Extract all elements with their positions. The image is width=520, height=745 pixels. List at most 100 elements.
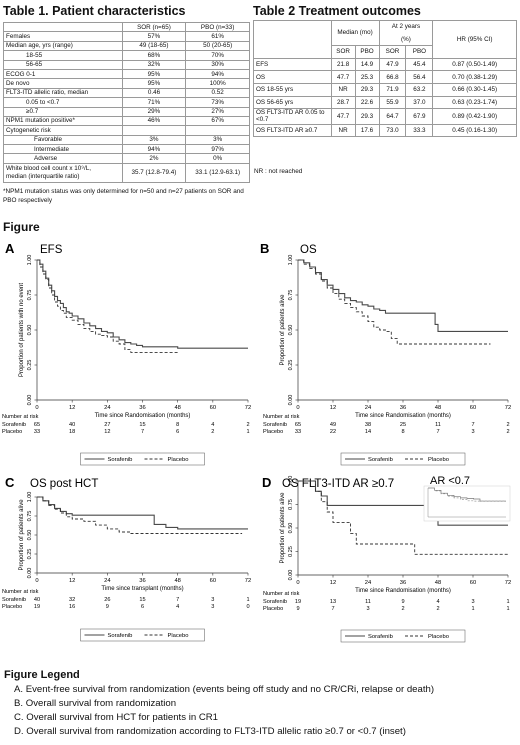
panel-d-risk-sor-value: 11 [365, 599, 371, 605]
panel-d-legend-pbo-label: Placebo [428, 634, 449, 640]
panel-c-risk-header: Number at risk [2, 589, 39, 595]
panel-a-series-placebo-line [37, 259, 178, 353]
panel-a-x-tick-label: 72 [245, 405, 251, 411]
panel-a-title: EFS [40, 244, 63, 256]
panel-d-risk-sor-value: 1 [506, 599, 509, 605]
panel-d-y-tick-label: 0.75 [288, 499, 294, 510]
table1: SOR (n=65) PBO (n=33) Females 57% 61% Media… [3, 21, 250, 184]
panel-d-risk-sor-value: 19 [295, 599, 301, 605]
panel-b-x-tick-label: 72 [505, 405, 511, 411]
panel-a-y-tick-label: 0.75 [27, 290, 33, 301]
panel-d-risk-pbo-value: 3 [366, 606, 369, 612]
panel-b-risk-pbo-label: Placebo [263, 429, 283, 435]
table1-row-wbc: White blood cell count x 10⁹/L, median (… [3, 162, 250, 184]
panel-c-risk-sor-value: 1 [246, 597, 249, 603]
panel-d-risk-pbo-label: Placebo [263, 606, 283, 612]
panel-d-x-axis-label: Time since Randomisation (months) [355, 588, 451, 594]
panel-c-x-tick-label: 24 [104, 578, 111, 584]
panel-b-risk-pbo-value: 2 [506, 429, 509, 435]
table2-header-hr: HR (95% CI) [432, 20, 517, 59]
panel-c-risk-pbo-value: 4 [176, 604, 179, 610]
table1-row-label: Adverse [3, 153, 123, 164]
panel-d-x-tick-label: 48 [435, 580, 441, 586]
panel-d-risk-pbo-value: 7 [331, 606, 334, 612]
panel-b-risk-pbo-value: 33 [295, 429, 301, 435]
panel-d-inset-series-placebo-line [428, 487, 506, 502]
panel-d-risk-pbo-value: 1 [506, 606, 509, 612]
panel-c-risk-pbo-value: 9 [106, 604, 109, 610]
panel-b-y-tick-label: 0.00 [288, 395, 294, 406]
figure-legend-title: Figure Legend [4, 669, 80, 681]
panel-c-risk-pbo-value: 16 [69, 604, 75, 610]
panel-a-x-tick-label: 0 [35, 405, 38, 411]
panel-a-risk-sor-value: 15 [139, 422, 145, 428]
panel-c-risk-sor-value: 15 [139, 597, 145, 603]
panel-a-series-sorafenib-line [37, 259, 248, 349]
panel-b-x-tick-label: 36 [400, 405, 406, 411]
panel-a-risk-sor-label: Sorafenib [2, 422, 26, 428]
panel-a-y-axis-label: Proportion of patients with no event [19, 283, 25, 377]
panel-d-risk-sor-label: Sorafenib [263, 599, 287, 605]
table2-header-2yrs: At 2 years [378, 20, 434, 34]
panel-c-risk-pbo-value: 19 [34, 604, 40, 610]
panel-d-x-tick-label: 60 [470, 580, 476, 586]
panel-a-y-tick-label: 0.00 [27, 395, 33, 406]
panel-a-x-tick-label: 60 [210, 405, 216, 411]
panel-b-legend-box [340, 452, 466, 466]
panel-b-risk-header: Number at risk [263, 414, 300, 420]
figure-title: Figure [3, 220, 40, 234]
panel-d-inset-series-sorafenib-line [428, 487, 506, 502]
panel-c-risk-sor-value: 40 [34, 597, 40, 603]
panel-c-risk-pbo-value: 0 [246, 604, 249, 610]
panel-b-x-tick-label: 48 [435, 405, 441, 411]
table2-2yrs-pbo: 67.9 [405, 108, 434, 125]
table2-hr: 0.45 (0.16-1.30) [432, 123, 517, 138]
panel-b-risk-sor-value: 25 [400, 422, 406, 428]
panel-a-risk-sor-value: 8 [176, 422, 179, 428]
panel-d-inset-frame [423, 485, 511, 522]
table2-hr: 0.63 (0.23-1.74) [432, 95, 517, 110]
table1-footnote: *NPM1 mutation status was only determine… [3, 188, 244, 204]
table2-median-pbo: 17.6 [354, 123, 380, 138]
panel-b-risk-pbo-value: 8 [401, 429, 404, 435]
panel-c-legend-pbo-label: Placebo [168, 633, 189, 639]
panel-a-legend-box [80, 452, 205, 466]
panel-c-series-sorafenib-line [37, 496, 248, 530]
panel-letter-c: C [5, 475, 15, 490]
panel-b-title: OS [300, 244, 317, 256]
table2-2yrs-sor: 73.0 [378, 123, 407, 138]
table2-row: EFS 21.8 14.9 47.9 45.4 0.87 (0.50-1.49) [253, 57, 517, 72]
panel-c-x-tick-label: 36 [139, 578, 145, 584]
panel-a-risk-sor-value: 2 [246, 422, 249, 428]
panel-c-x-tick-label: 12 [69, 578, 75, 584]
panel-d-risk-sor-value: 9 [401, 599, 404, 605]
panel-a-y-tick-label: 0.50 [27, 325, 33, 336]
panel-b-risk-sor-value: 49 [330, 422, 336, 428]
panel-c-y-tick-label: 0.75 [27, 511, 33, 522]
panel-b-risk-pbo-value: 22 [330, 429, 336, 435]
figure-legend-item: A. Event-free survival from randomizatio… [14, 684, 435, 695]
table2-row: OS 47.7 25.3 66.8 56.4 0.70 (0.38-1.29) [253, 70, 517, 84]
panel-a-risk-sor-value: 40 [69, 422, 75, 428]
panel-b-series-sorafenib-line [298, 259, 508, 332]
panel-c-title: OS post HCT [30, 478, 98, 490]
panel-b-y-tick-label: 0.50 [288, 325, 294, 336]
table2-header-blank [253, 20, 332, 59]
panel-a-risk-pbo-value: 18 [69, 429, 75, 435]
table1-row-pbo: 0% [185, 153, 250, 164]
panel-b-risk-pbo-value: 7 [436, 429, 439, 435]
panel-c-x-tick-label: 60 [210, 578, 216, 584]
panel-b-risk-sor-value: 7 [471, 422, 474, 428]
table2-median-pbo: 29.3 [354, 108, 380, 125]
panel-b-risk-sor-value: 11 [435, 422, 441, 428]
panel-c-y-tick-label: 0.25 [27, 549, 33, 560]
table2-2yrs-pbo: 33.3 [405, 123, 434, 138]
panel-d-inset-title: AR <0.7 [430, 475, 470, 487]
panel-a-legend-pbo-label: Placebo [168, 457, 189, 463]
panel-a-x-tick-label: 48 [174, 405, 180, 411]
panel-d-x-tick-label: 24 [365, 580, 372, 586]
table2-row: OS FLT3-ITD AR ≥0.7 NR 17.6 73.0 33.3 0.45 (0… [253, 123, 517, 138]
